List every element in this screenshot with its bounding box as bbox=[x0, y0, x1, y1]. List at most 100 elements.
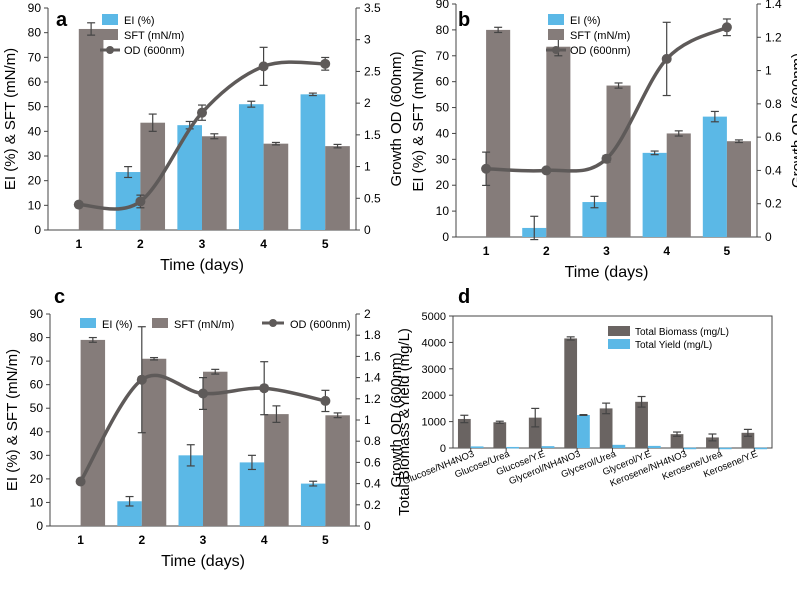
y-tick-label: 70 bbox=[30, 354, 44, 368]
x-tick-label: 1 bbox=[75, 237, 82, 251]
legend-swatch-ei bbox=[548, 14, 564, 25]
y2-tick-label: 1.4 bbox=[765, 0, 782, 11]
y-tick-label: 70 bbox=[28, 50, 42, 64]
ei-bar bbox=[238, 104, 264, 230]
od-line bbox=[79, 373, 326, 483]
legend-swatch-ei bbox=[102, 14, 118, 25]
od-point bbox=[259, 383, 270, 394]
y-tick-label: 30 bbox=[28, 149, 42, 163]
legend-swatch-yield bbox=[608, 339, 630, 349]
y-tick-label: 20 bbox=[30, 472, 44, 486]
yield-bar bbox=[541, 446, 555, 448]
y-tick-label: 1000 bbox=[422, 417, 446, 429]
x-axis-title: Time (days) bbox=[160, 257, 244, 274]
od-point bbox=[135, 196, 146, 207]
y-tick-label: 40 bbox=[436, 126, 450, 140]
x-tick-label: 3 bbox=[603, 244, 610, 258]
y-tick-label: 10 bbox=[436, 204, 450, 218]
y-tick-label: 0 bbox=[34, 223, 41, 237]
sft-bar bbox=[78, 28, 104, 230]
sft-bar bbox=[203, 371, 228, 526]
y-tick-label: 80 bbox=[436, 23, 450, 37]
x-axis-title: Time (days) bbox=[161, 553, 245, 570]
biomass-bar bbox=[457, 418, 471, 448]
legend-label: OD (600nm) bbox=[290, 319, 351, 331]
legend-swatch-od-marker bbox=[106, 46, 114, 54]
y-axis-title: EI (%) & SFT (mN/m) bbox=[410, 49, 427, 191]
x-tick-label: 5 bbox=[322, 237, 329, 251]
y2-tick-label: 1 bbox=[364, 160, 371, 174]
yield-bar bbox=[612, 444, 626, 448]
y-tick-label: 60 bbox=[436, 75, 450, 89]
y-tick-label: 50 bbox=[28, 100, 42, 114]
legend-swatch-sft bbox=[548, 29, 564, 40]
sft-bar bbox=[264, 414, 289, 526]
od-point bbox=[198, 388, 208, 399]
legend-label: OD (600nm) bbox=[570, 45, 631, 57]
legend-label: SFT (mN/m) bbox=[124, 30, 184, 42]
y2-tick-label: 0.4 bbox=[765, 163, 782, 177]
od-point bbox=[320, 395, 331, 406]
y-tick-label: 4000 bbox=[422, 337, 446, 349]
biomass-bar bbox=[599, 408, 613, 448]
x-tick-label: 5 bbox=[322, 533, 329, 547]
y2-tick-label: 1.2 bbox=[364, 392, 381, 406]
y-tick-label: 90 bbox=[30, 307, 44, 321]
sft-bar bbox=[202, 136, 227, 230]
legend-swatch-sft bbox=[152, 318, 168, 328]
y-tick-label: 10 bbox=[30, 495, 44, 509]
legend-swatch-od-marker bbox=[269, 319, 277, 327]
x-axis-title: Time (days) bbox=[565, 264, 649, 281]
panel-a: 0 10 20 30 40 50 60 70 80 90 0 0.5 1 1.5 2 2.5 3 3.5 1 2 3 4 5… bbox=[2, 1, 405, 274]
y-tick-label: 60 bbox=[30, 378, 44, 392]
y-tick-label: 60 bbox=[28, 75, 42, 89]
legend-swatch-sft bbox=[102, 29, 118, 40]
od-point bbox=[197, 107, 207, 118]
od-point bbox=[481, 163, 492, 174]
yield-bar bbox=[470, 446, 484, 448]
panel-d-letter: d bbox=[458, 286, 470, 308]
y2-tick-label: 0 bbox=[765, 230, 772, 244]
y-axis-title: EI (%) & SFT (mN/m) bbox=[4, 349, 21, 491]
biomass-bar bbox=[493, 422, 507, 448]
od-point bbox=[73, 199, 84, 210]
panel-b-letter: b bbox=[458, 9, 470, 31]
y2-tick-label: 1.4 bbox=[364, 371, 381, 385]
od-point bbox=[601, 153, 612, 164]
x-tick-label: 1 bbox=[77, 533, 84, 547]
yield-bar bbox=[506, 446, 519, 449]
x-tick-label: 3 bbox=[199, 237, 206, 251]
x-tick-label: 2 bbox=[137, 237, 144, 251]
y2-tick-label: 1 bbox=[364, 413, 371, 427]
x-tick-label: 4 bbox=[663, 244, 670, 258]
y2-axis-title: Growth OD (600nm) bbox=[789, 53, 797, 188]
od-point bbox=[320, 58, 331, 69]
panel-c: 0 10 20 30 40 50 60 70 80 90 0 0.2 0.4 0.6 0.8 1 1.2 1.4 1… bbox=[4, 307, 405, 570]
x-tick-label: 2 bbox=[138, 533, 145, 547]
y2-tick-label: 2 bbox=[364, 96, 371, 110]
ei-bar bbox=[702, 116, 727, 237]
yield-bar bbox=[683, 447, 697, 450]
yield-bar bbox=[754, 447, 768, 450]
y-axis-title: EI (%) & SFT (mN/m) bbox=[2, 48, 19, 190]
biomass-bar bbox=[564, 338, 578, 448]
y-tick-label: 20 bbox=[28, 174, 42, 188]
y2-tick-label: 0.8 bbox=[364, 434, 381, 448]
yield-bar bbox=[718, 447, 732, 450]
y-tick-label: 90 bbox=[28, 1, 42, 15]
od-point bbox=[661, 53, 672, 64]
od-point bbox=[721, 22, 732, 33]
sft-bar bbox=[325, 146, 350, 230]
y-tick-label: 80 bbox=[28, 26, 42, 40]
y2-tick-label: 0.4 bbox=[364, 477, 381, 491]
y-tick-label: 30 bbox=[436, 152, 450, 166]
panel-d: 010002000300040005000Glucose/NH4NO3Gluco… bbox=[396, 311, 773, 516]
legend-label: SFT (mN/m) bbox=[174, 319, 234, 331]
y2-tick-label: 0.5 bbox=[364, 191, 381, 205]
legend: EI (%) SFT (mN/m) OD (600nm) bbox=[100, 14, 185, 57]
y-tick-label: 40 bbox=[28, 124, 42, 138]
od-point bbox=[136, 374, 147, 385]
x-tick-label: 3 bbox=[200, 533, 207, 547]
y-tick-label: 20 bbox=[436, 178, 450, 192]
y2-tick-label: 0.2 bbox=[765, 197, 782, 211]
